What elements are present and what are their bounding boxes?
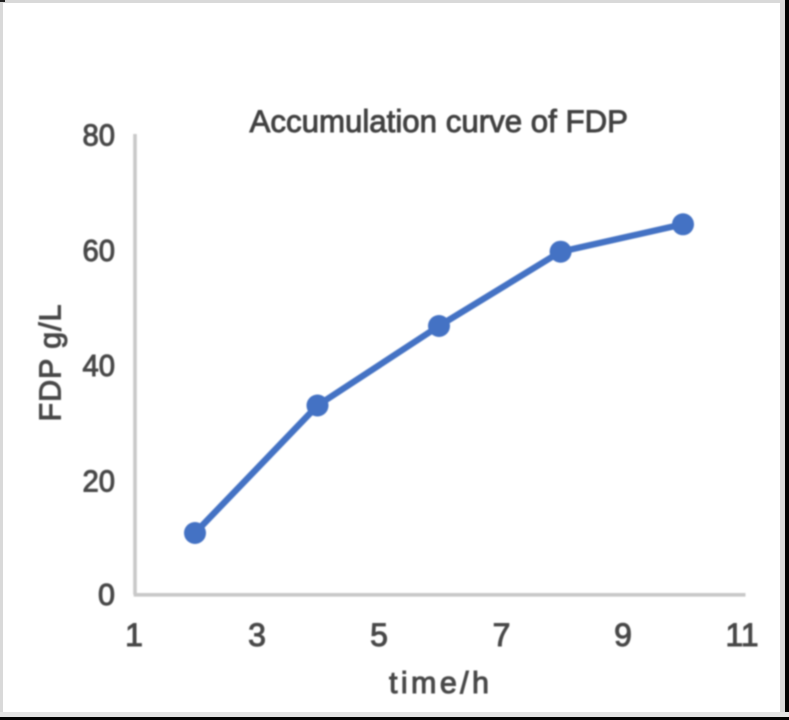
svg-text:FDP g/L: FDP g/L bbox=[34, 305, 68, 422]
svg-text:time/h: time/h bbox=[389, 666, 489, 700]
svg-text:20: 20 bbox=[83, 464, 116, 498]
svg-text:3: 3 bbox=[248, 617, 266, 653]
svg-text:11: 11 bbox=[726, 617, 759, 653]
svg-text:40: 40 bbox=[83, 349, 116, 383]
svg-text:7: 7 bbox=[493, 617, 511, 653]
svg-text:1: 1 bbox=[125, 617, 143, 653]
svg-text:5: 5 bbox=[370, 617, 388, 653]
svg-text:9: 9 bbox=[614, 617, 632, 653]
svg-text:80: 80 bbox=[83, 118, 116, 152]
svg-text:60: 60 bbox=[83, 234, 116, 268]
svg-text:Accumulation curve of FDP: Accumulation curve of FDP bbox=[250, 103, 629, 139]
svg-text:0: 0 bbox=[98, 578, 115, 612]
